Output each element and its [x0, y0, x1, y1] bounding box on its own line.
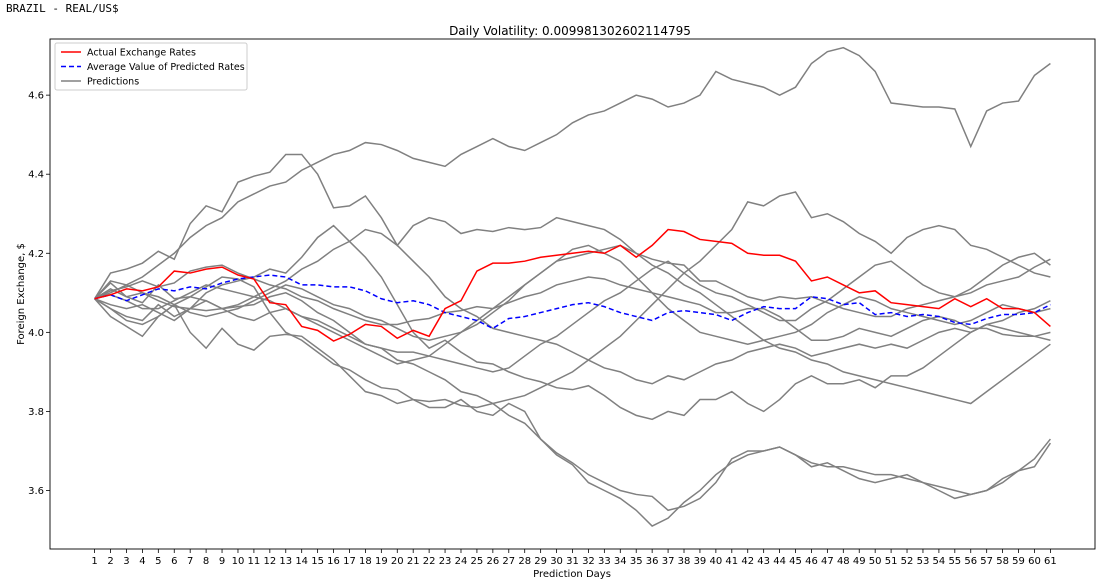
x-axis: 1 2 3 4 5 6 7 8 9 10 11 12 13 14 15 16 17 18 19 20 21 22 23 24 2… [91, 549, 1057, 567]
x-tick-label: 4 [139, 556, 145, 567]
x-tick-label: 33 [598, 556, 611, 567]
legend-label: Predictions [87, 77, 139, 88]
x-tick-label: 6 [171, 556, 177, 567]
x-tick-label: 21 [407, 556, 420, 567]
x-tick-label: 13 [279, 556, 292, 567]
x-tick-label: 53 [917, 556, 930, 567]
x-tick-label: 54 [933, 556, 946, 567]
prediction-line [94, 244, 1051, 405]
prediction-line [94, 191, 1051, 409]
x-tick-label: 59 [1012, 556, 1025, 567]
x-axis-label: Prediction Days [533, 569, 611, 580]
x-tick-label: 46 [805, 556, 818, 567]
x-tick-label: 30 [550, 556, 563, 567]
x-tick-label: 5 [155, 556, 161, 567]
y-tick-label: 4.2 [28, 249, 44, 260]
x-tick-label: 41 [725, 556, 738, 567]
x-tick-label: 3 [123, 556, 129, 567]
x-tick-label: 35 [630, 556, 643, 567]
legend-label: Average Value of Predicted Rates [87, 62, 245, 73]
x-tick-label: 12 [263, 556, 276, 567]
prediction-line [94, 228, 1051, 385]
x-tick-label: 7 [187, 556, 193, 567]
y-tick-label: 4.0 [28, 328, 44, 339]
legend-label: Actual Exchange Rates [87, 48, 196, 59]
x-tick-label: 49 [853, 556, 866, 567]
prediction-line [94, 298, 1052, 512]
x-tick-label: 48 [837, 556, 850, 567]
x-tick-label: 32 [582, 556, 595, 567]
x-tick-label: 11 [248, 556, 261, 567]
x-tick-label: 2 [107, 556, 113, 567]
x-tick-label: 20 [391, 556, 404, 567]
x-tick-label: 60 [1028, 556, 1041, 567]
x-tick-label: 56 [964, 556, 977, 567]
x-tick-label: 25 [471, 556, 484, 567]
x-tick-label: 23 [439, 556, 452, 567]
x-tick-label: 37 [662, 556, 675, 567]
plot-area [49, 38, 1096, 550]
x-tick-label: 40 [710, 556, 723, 567]
actual-rate-line [94, 228, 1051, 342]
legend-box [54, 42, 248, 91]
x-tick-label: 31 [566, 556, 579, 567]
x-tick-label: 26 [486, 556, 499, 567]
x-tick-label: 16 [327, 556, 340, 567]
x-tick-label: 57 [980, 556, 993, 567]
y-axis-label: Foreign Exchange, $ [16, 243, 27, 345]
x-tick-label: 50 [869, 556, 882, 567]
x-tick-label: 39 [694, 556, 707, 567]
x-tick-label: 27 [502, 556, 515, 567]
x-tick-label: 45 [789, 556, 802, 567]
x-tick-label: 28 [518, 556, 531, 567]
x-tick-label: 8 [203, 556, 209, 567]
average-prediction-line [94, 274, 1051, 330]
x-tick-label: 36 [646, 556, 659, 567]
y-tick-label: 4.4 [28, 170, 44, 181]
x-tick-label: 38 [678, 556, 691, 567]
x-tick-label: 10 [232, 556, 245, 567]
x-tick-label: 34 [614, 556, 627, 567]
prediction-line [94, 224, 1051, 421]
output-header: BRAZIL - REAL/US$ [6, 2, 119, 15]
prediction-line [93, 153, 1051, 318]
x-tick-label: 29 [534, 556, 547, 567]
x-tick-label: 55 [948, 556, 961, 567]
x-tick-label: 61 [1044, 556, 1057, 567]
series-layer [93, 46, 1052, 527]
x-tick-label: 43 [757, 556, 770, 567]
x-tick-label: 18 [359, 556, 372, 567]
legend: Actual Exchange Rates Average Value of Pr… [54, 42, 248, 91]
x-tick-label: 14 [295, 556, 308, 567]
prediction-line [94, 288, 1051, 527]
x-tick-label: 44 [773, 556, 786, 567]
x-tick-label: 42 [741, 556, 754, 567]
x-tick-label: 58 [996, 556, 1009, 567]
x-tick-label: 47 [821, 556, 834, 567]
x-tick-label: 22 [423, 556, 436, 567]
chart-title: Daily Volatility: 0.009981302602114795 [449, 24, 691, 38]
x-tick-label: 52 [901, 556, 914, 567]
prediction-line [94, 244, 1051, 345]
y-tick-label: 3.6 [28, 486, 44, 497]
y-tick-label: 4.6 [28, 91, 44, 102]
y-axis: 3.6 3.8 4.0 4.2 4.4 4.6 [28, 91, 50, 497]
y-tick-label: 3.8 [28, 407, 44, 418]
x-tick-label: 19 [375, 556, 388, 567]
x-tick-label: 24 [455, 556, 468, 567]
x-tick-label: 9 [219, 556, 225, 567]
prediction-line [94, 46, 1051, 300]
x-tick-label: 1 [91, 556, 97, 567]
x-tick-label: 15 [311, 556, 324, 567]
x-tick-label: 51 [885, 556, 898, 567]
x-tick-label: 17 [343, 556, 356, 567]
